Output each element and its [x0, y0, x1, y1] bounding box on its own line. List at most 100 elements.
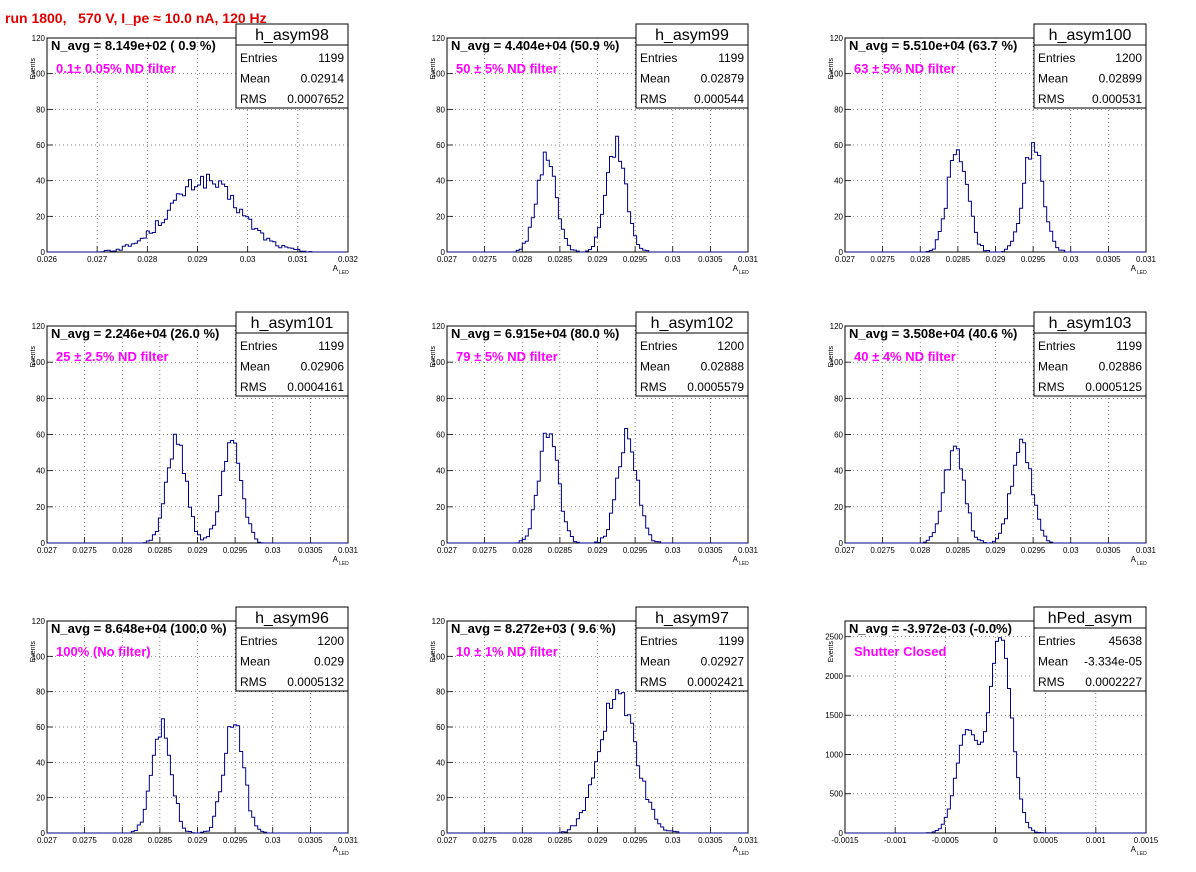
x-tick-label: 0.0275 [472, 836, 497, 845]
x-tick-label: 0.027 [87, 255, 108, 264]
x-axis-label-subscript: LED [739, 270, 749, 276]
x-tick-label: 0.001 [1086, 836, 1107, 845]
x-axis-label: A [333, 264, 339, 273]
y-tick-label: 60 [36, 431, 45, 440]
x-tick-label: 0.03 [240, 255, 256, 264]
y-tick-label: 60 [436, 141, 445, 150]
navg-label: N_avg = 2.246e+04 (26.0 %) [51, 326, 219, 341]
y-tick-label: 100 [32, 358, 46, 367]
x-tick-label: 0.0285 [148, 836, 173, 845]
stats-entries-value: 1199 [318, 51, 344, 65]
y-tick-label: 20 [436, 212, 445, 221]
stats-mean-value: 0.029 [314, 655, 344, 669]
stats-histogram-name: h_asym99 [655, 27, 729, 44]
x-tick-label: 0.0275 [72, 546, 97, 555]
filter-label: 25 ± 2.5% ND filter [56, 349, 169, 364]
stats-histogram-name: h_asym98 [255, 27, 329, 44]
stats-rms-label: RMS [1038, 675, 1065, 689]
x-tick-label: 0.029 [187, 546, 208, 555]
stats-entries-label: Entries [640, 339, 677, 353]
x-tick-label: 0.028 [512, 255, 533, 264]
stats-histogram-name: h_asym100 [1049, 27, 1132, 44]
y-tick-label: 120 [432, 322, 446, 331]
x-tick-label: 0.031 [288, 255, 309, 264]
x-axis-label: A [1131, 555, 1137, 564]
y-tick-label: 40 [36, 758, 45, 767]
y-tick-label: 0 [41, 248, 46, 257]
y-tick-label: 20 [834, 503, 843, 512]
y-tick-label: 60 [36, 141, 45, 150]
filter-label: 100% (No filter) [56, 644, 151, 659]
x-tick-label: 0.027 [437, 546, 458, 555]
navg-label: N_avg = 8.272e+03 ( 9.6 %) [451, 621, 616, 636]
stats-rms-label: RMS [1038, 380, 1065, 394]
x-tick-label: 0.0295 [623, 255, 648, 264]
stats-entries-label: Entries [1038, 51, 1075, 65]
y-tick-label: 40 [436, 467, 445, 476]
y-tick-label: 100 [830, 70, 844, 79]
x-tick-label: 0.0015 [1134, 836, 1159, 845]
y-tick-label: 0 [441, 248, 446, 257]
y-axis-label: Events [430, 58, 437, 80]
x-tick-label: 0.027 [437, 836, 458, 845]
y-tick-label: 0 [441, 539, 446, 548]
y-tick-label: 80 [436, 688, 445, 697]
y-tick-label: 60 [436, 431, 445, 440]
stats-entries-value: 45638 [1109, 634, 1143, 648]
stats-entries-value: 1199 [1116, 339, 1142, 353]
stats-histogram-name: h_asym96 [255, 610, 329, 627]
x-tick-label: 0.03 [1063, 546, 1079, 555]
stats-mean-label: Mean [640, 360, 670, 374]
x-tick-label: 0.0295 [623, 546, 648, 555]
x-tick-label: 0.0275 [72, 836, 97, 845]
stats-rms-value: 0.0002421 [687, 675, 744, 689]
y-tick-label: 2000 [825, 672, 843, 681]
histogram-panel-h_asym96: 0.027 0.0275 0.028 0.0285 0.029 0.0295 0.03 0.0… [30, 606, 359, 857]
y-axis-label: Events [828, 58, 835, 80]
y-tick-label: 40 [436, 758, 445, 767]
histogram-panel-h_asym100: 0.027 0.0275 0.028 0.0285 0.029 0.0295 0.03 0.0… [828, 23, 1157, 276]
histogram-series [47, 173, 348, 253]
stats-histogram-name: h_asym101 [251, 315, 334, 332]
x-tick-label: 0.0285 [548, 255, 573, 264]
y-tick-label: 1500 [825, 711, 843, 720]
stats-entries-value: 1200 [317, 634, 344, 648]
filter-label: 0.1± 0.05% ND filter [56, 61, 176, 76]
x-tick-label: -0.0015 [831, 836, 859, 845]
y-tick-label: 120 [830, 34, 844, 43]
stats-box [235, 23, 349, 109]
y-axis-label: Events [430, 641, 437, 663]
y-tick-label: 0 [41, 829, 46, 838]
y-tick-label: 80 [36, 394, 45, 403]
x-axis-label: A [333, 845, 339, 854]
x-tick-label: 0.03 [265, 546, 281, 555]
x-tick-label: 0.0285 [148, 546, 173, 555]
x-tick-label: 0.028 [512, 546, 533, 555]
x-tick-label: 0.0285 [946, 546, 971, 555]
stats-entries-label: Entries [640, 51, 677, 65]
y-tick-label: 60 [834, 141, 843, 150]
histogram-panel-h_asym101: 0.027 0.0275 0.028 0.0285 0.029 0.0295 0.03 0.0… [30, 311, 359, 567]
x-tick-label: 0.0275 [870, 546, 895, 555]
x-tick-label: 0.027 [835, 546, 856, 555]
stats-mean-label: Mean [1038, 655, 1068, 669]
x-tick-label: 0.029 [187, 836, 208, 845]
y-tick-label: 120 [432, 617, 446, 626]
x-tick-label: 0.028 [112, 836, 133, 845]
histogram-panel-h_asym98: 0.026 0.027 0.028 0.029 0.03 0.031 0.032 0 20 40 6… [30, 23, 359, 276]
stats-rms-value: 0.0004161 [287, 380, 344, 394]
stats-box [235, 311, 349, 397]
y-axis-label: Events [30, 58, 37, 80]
y-tick-label: 60 [36, 723, 45, 732]
histogram-series [845, 637, 1146, 834]
y-tick-label: 20 [36, 212, 45, 221]
stats-rms-value: 0.0002227 [1085, 675, 1142, 689]
y-tick-label: 0 [839, 248, 844, 257]
x-tick-label: 0.0295 [1021, 255, 1046, 264]
y-tick-label: 100 [432, 70, 446, 79]
x-tick-label: 0.027 [37, 836, 58, 845]
histogram-series [447, 135, 748, 253]
y-tick-label: 80 [436, 394, 445, 403]
histogram-panel-hPed_asym: -0.0015 -0.001 -0.0005 0 0.0005 0.001 0.0015 0 5… [825, 606, 1159, 857]
stats-histogram-name: hPed_asym [1048, 610, 1133, 627]
